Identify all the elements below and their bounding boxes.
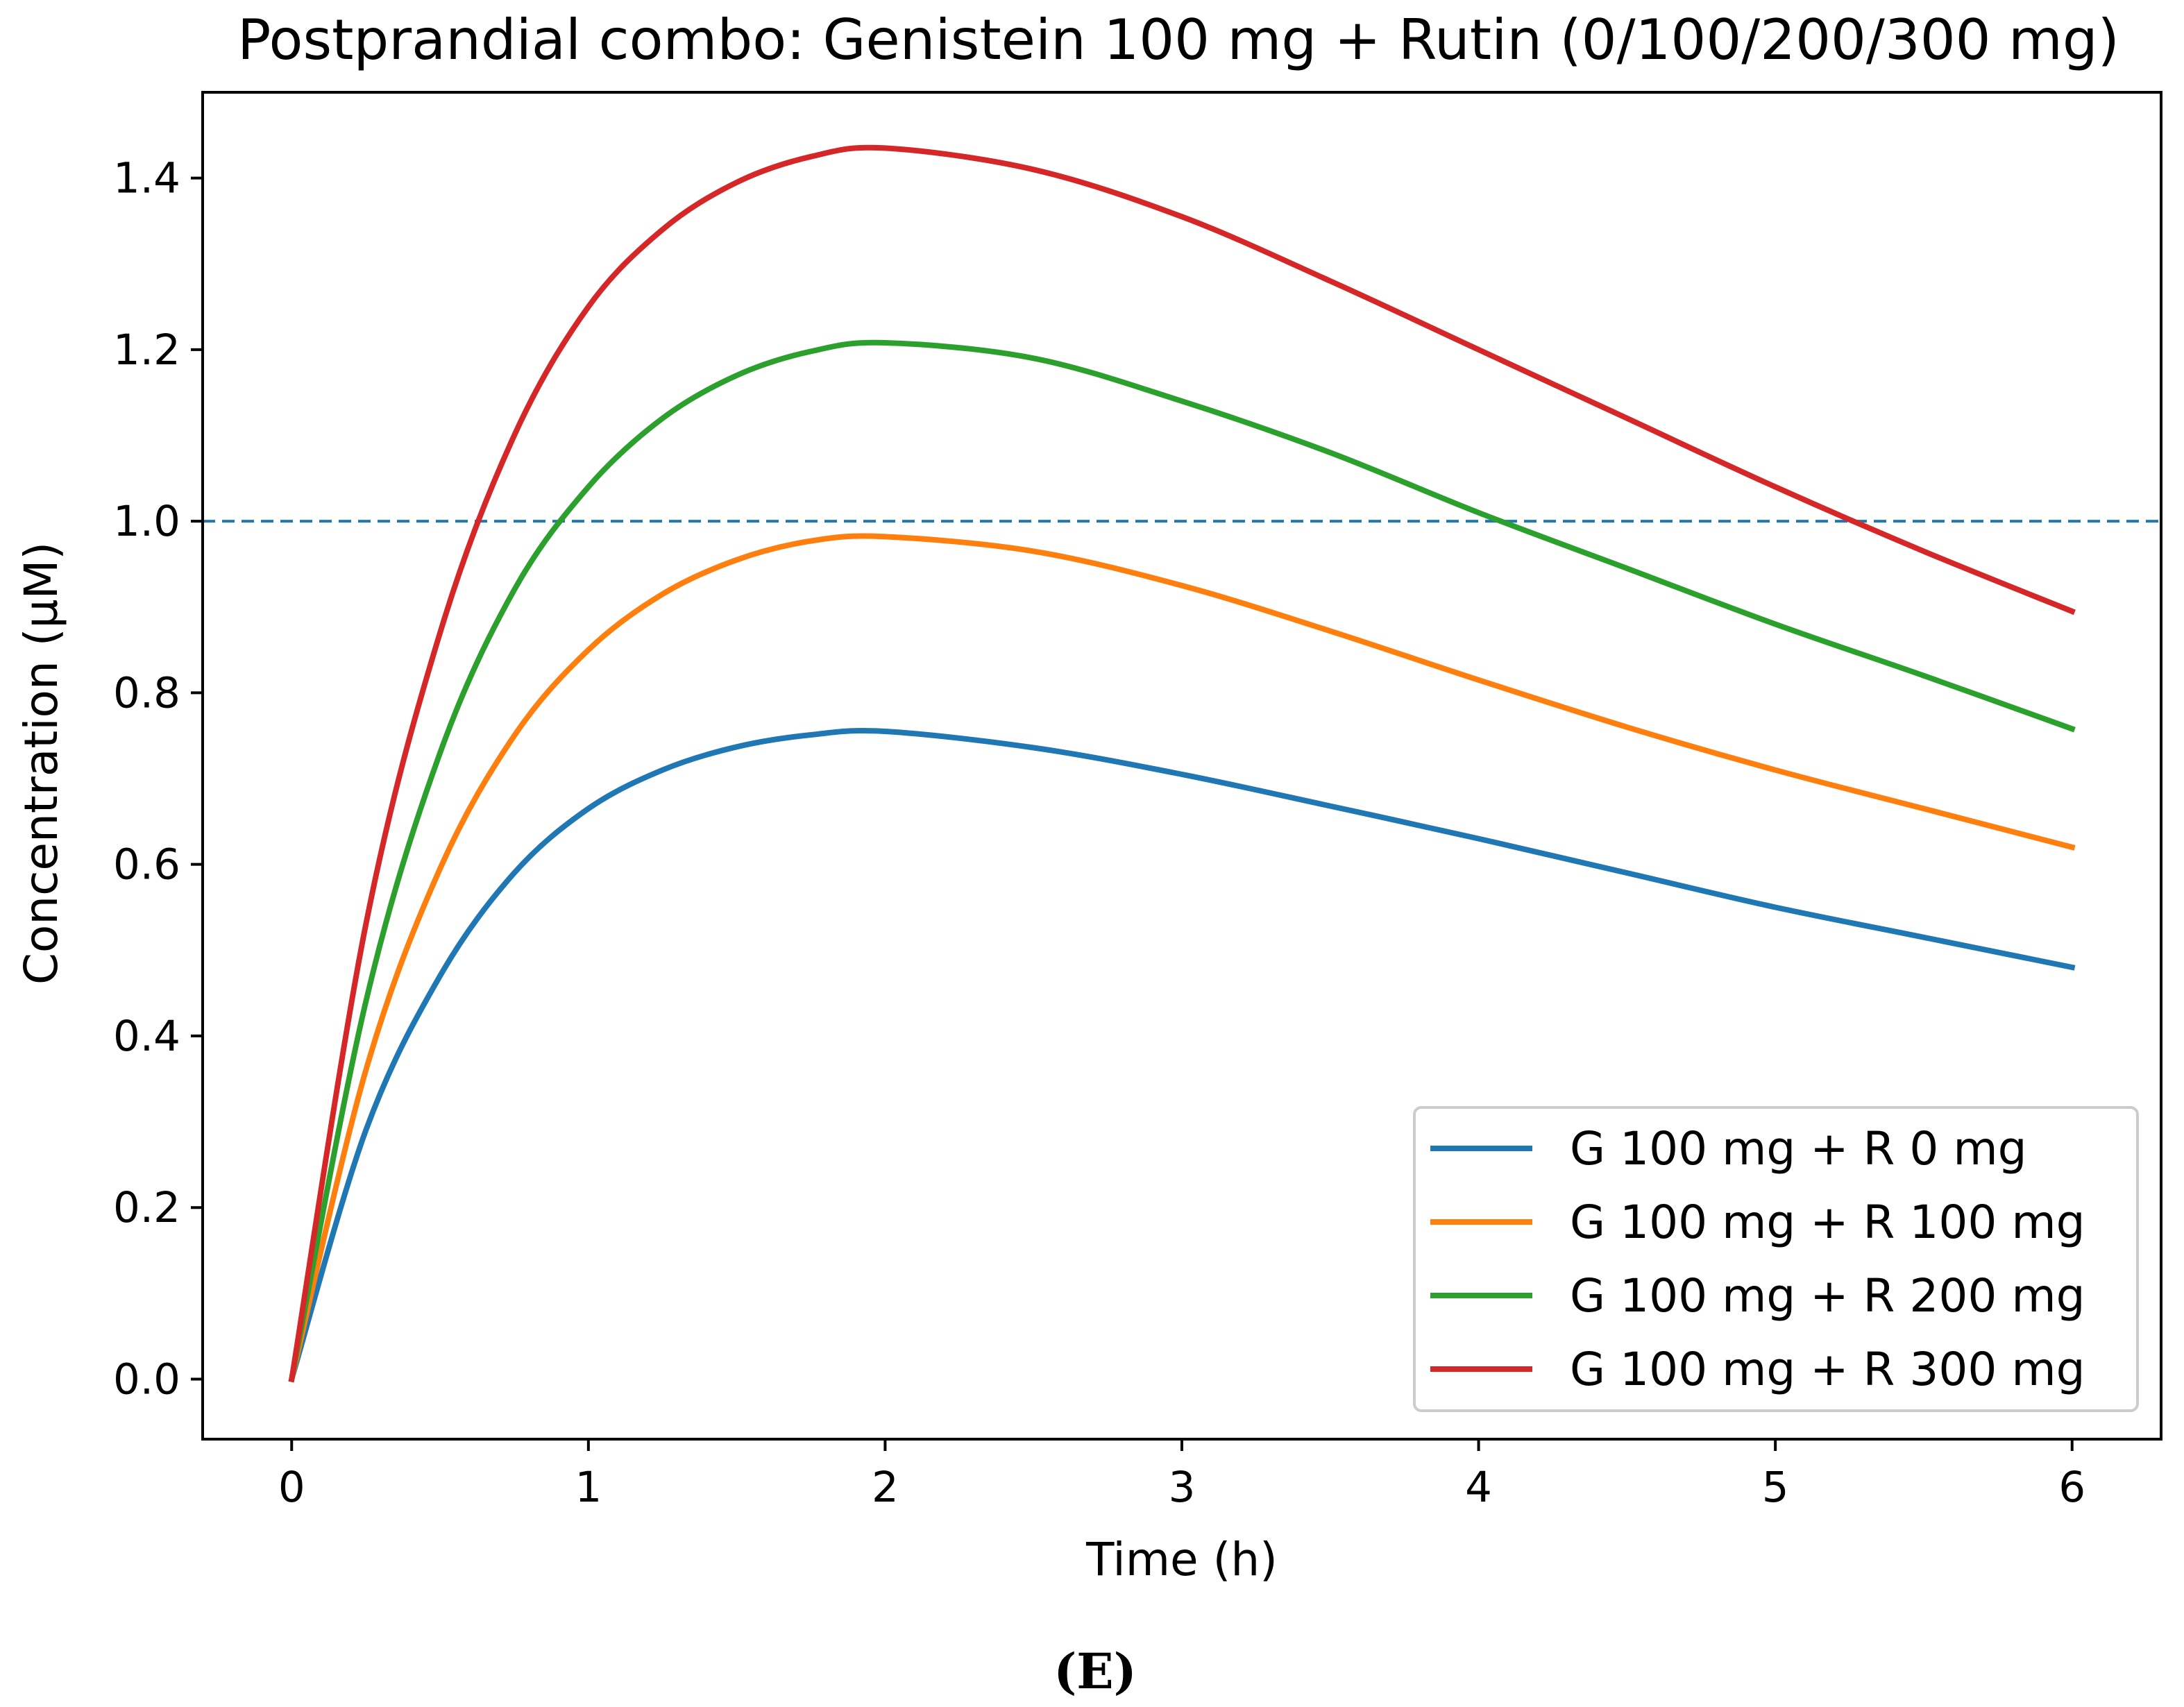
x-tick-label: 5 xyxy=(1762,1463,1789,1512)
legend-label-3: G 100 mg + R 300 mg xyxy=(1570,1343,2085,1396)
legend-box xyxy=(1413,1106,2139,1412)
y-tick-label: 1.4 xyxy=(113,154,180,203)
series-line-3 xyxy=(288,144,2076,1383)
x-tick-label: 2 xyxy=(872,1463,899,1512)
series-line-0 xyxy=(288,728,2076,1383)
y-tick-label: 0.4 xyxy=(113,1012,180,1061)
x-tick-label: 1 xyxy=(575,1463,602,1512)
x-tick-label: 0 xyxy=(278,1463,305,1512)
y-tick-label: 0.6 xyxy=(113,840,180,890)
y-tick-label: 0.2 xyxy=(113,1183,180,1232)
y-tick-label: 0.8 xyxy=(113,668,180,717)
panel-label: (E) xyxy=(1053,1642,1137,1700)
x-axis: 0 1 2 3 4 5 6 xyxy=(278,1439,2085,1512)
x-axis-label: Time (h) xyxy=(1085,1533,1278,1586)
series-line-1 xyxy=(288,533,2076,1383)
series-group xyxy=(288,144,2076,1383)
y-tick-label: 1.0 xyxy=(113,497,180,546)
series-line-2 xyxy=(288,339,2076,1383)
legend-label-0: G 100 mg + R 0 mg xyxy=(1570,1122,2027,1175)
legend-label-1: G 100 mg + R 100 mg xyxy=(1570,1196,2085,1249)
legend-label-2: G 100 mg + R 200 mg xyxy=(1570,1269,2085,1323)
y-axis: 0.0 0.2 0.4 0.6 0.8 1.0 1.2 1.4 xyxy=(113,154,203,1404)
x-tick-label: 3 xyxy=(1169,1463,1196,1512)
x-tick-label: 6 xyxy=(2058,1463,2085,1512)
y-axis-label: Concentration (µM) xyxy=(15,542,68,985)
x-tick-label: 4 xyxy=(1465,1463,1492,1512)
y-tick-label: 0.0 xyxy=(113,1354,180,1404)
legend: G 100 mg + R 0 mg G 100 mg + R 100 mg G 10… xyxy=(1413,1106,2139,1412)
y-tick-label: 1.2 xyxy=(113,325,180,375)
legend-items: G 100 mg + R 0 mg G 100 mg + R 100 mg G 10… xyxy=(1430,1122,2085,1396)
chart-title: Postprandial combo: Genistein 100 mg + R… xyxy=(237,8,2119,72)
